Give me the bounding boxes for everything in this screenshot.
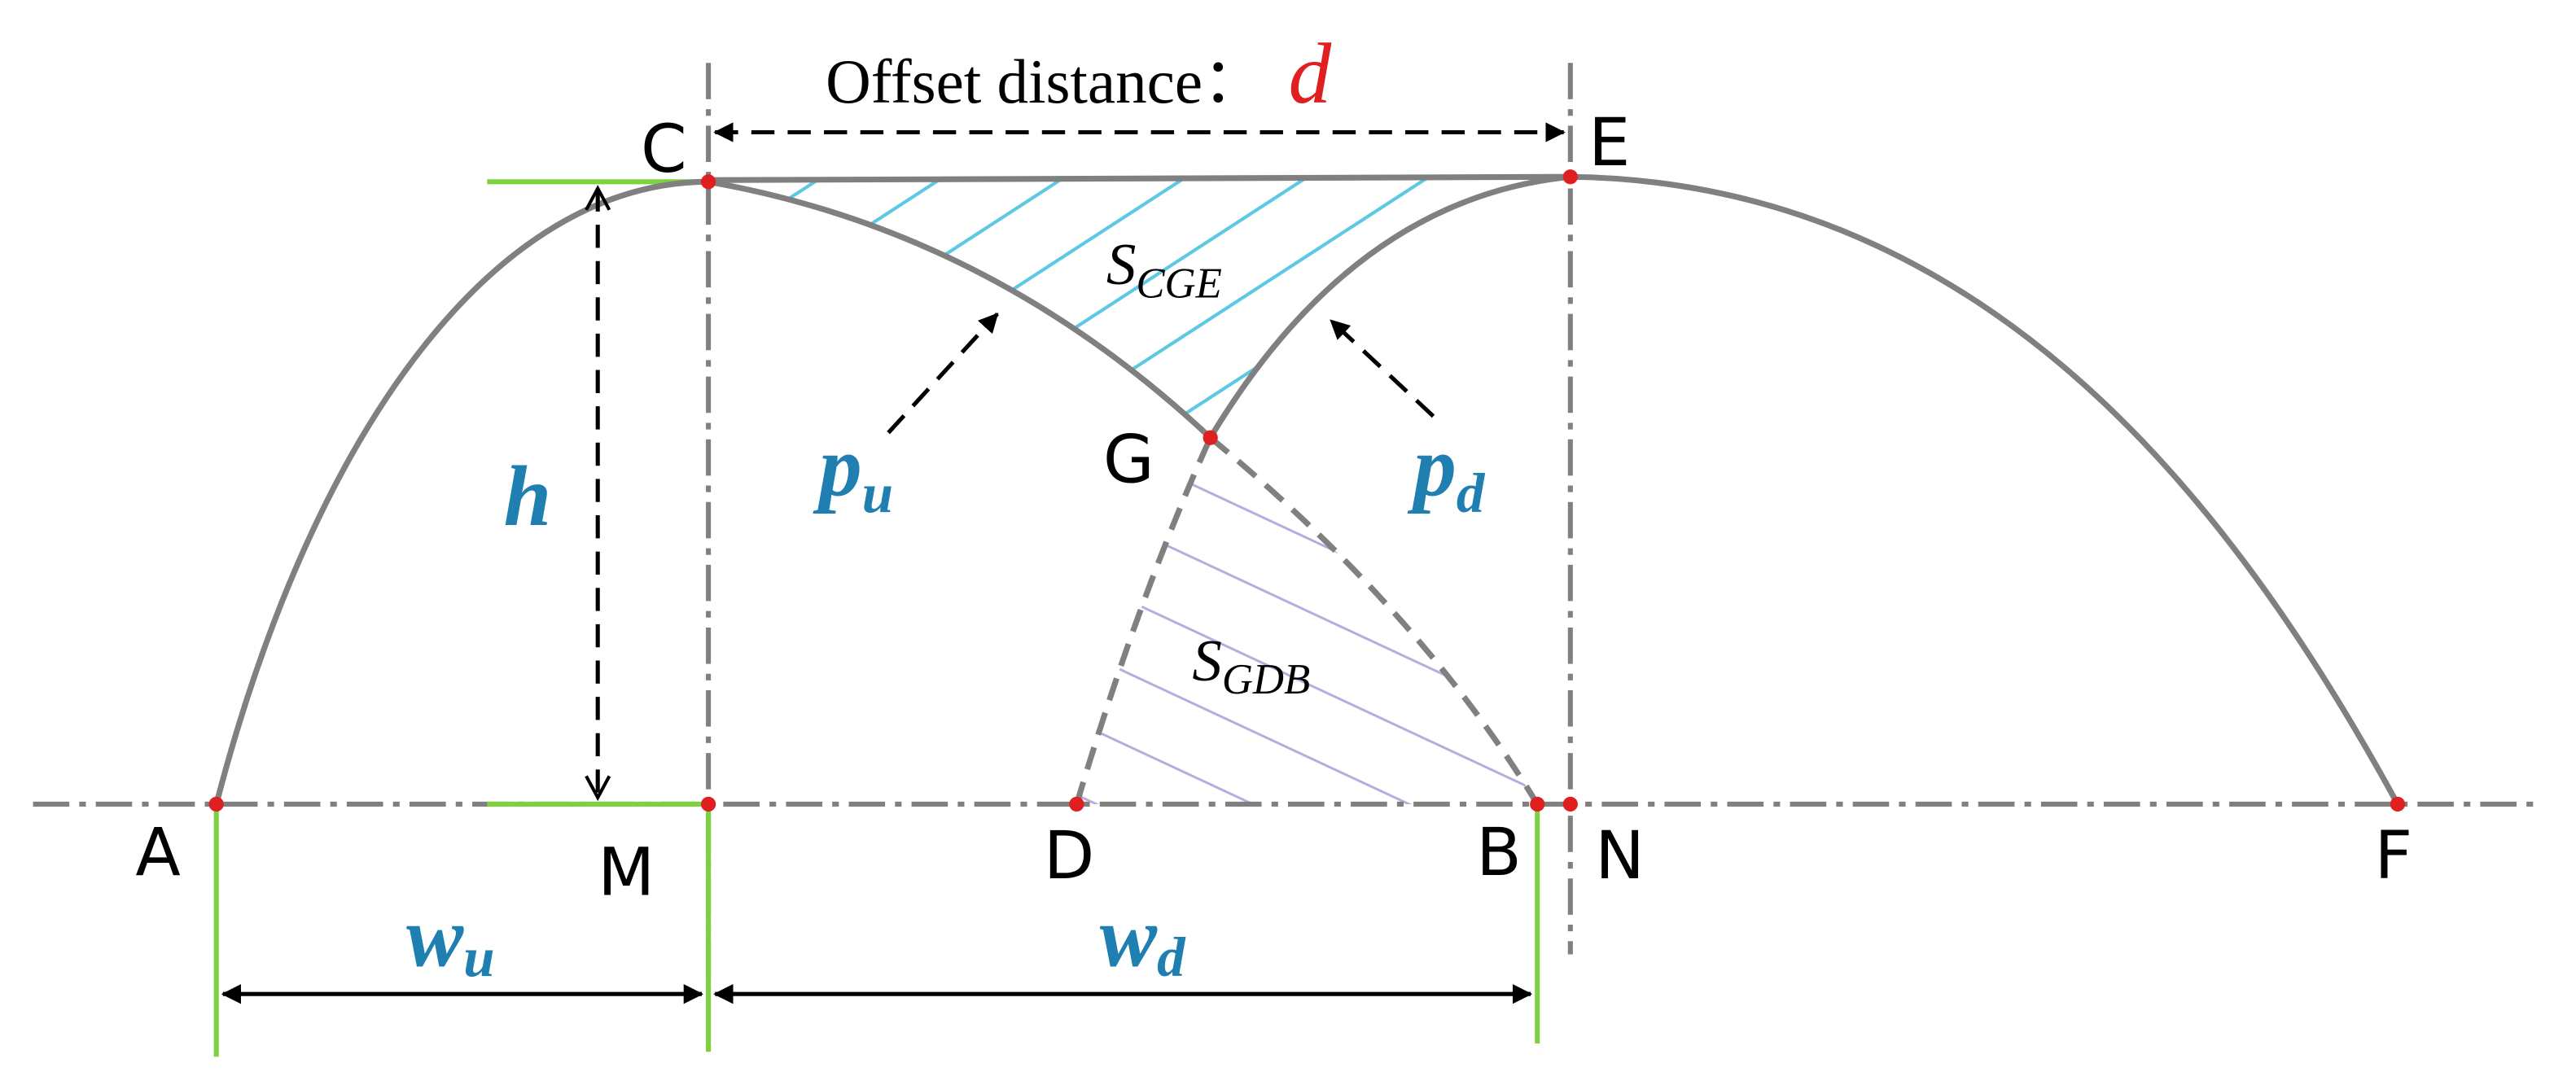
point-label: N — [1595, 818, 1645, 895]
point-label: M — [598, 835, 655, 912]
curve-label: pd — [1407, 419, 1486, 524]
width-label: wd — [1100, 890, 1186, 988]
label-main: w — [406, 890, 464, 985]
label-sub: d — [1457, 462, 1486, 524]
curve-label: pu — [813, 419, 893, 524]
height-label: h — [504, 448, 552, 544]
title-text: Offset distance： — [826, 46, 1265, 116]
point-label: F — [2375, 818, 2413, 895]
area-label: SGDB — [1192, 628, 1310, 703]
area-gdb — [1076, 437, 1538, 804]
right-curve — [1570, 173, 2401, 806]
title-variable: d — [1289, 26, 1332, 121]
label-main: S — [1106, 231, 1137, 297]
point-label: G — [1103, 422, 1154, 498]
point-label: C — [641, 112, 687, 188]
label-main: p — [813, 419, 862, 514]
width-label: wu — [406, 890, 495, 988]
dimension-arrows — [221, 122, 1566, 1004]
left-curve — [213, 178, 709, 805]
point-label: A — [135, 815, 181, 891]
area-cge — [708, 177, 1571, 438]
label-main: w — [1100, 890, 1158, 985]
label-main: S — [1192, 628, 1222, 693]
point-label: B — [1476, 815, 1522, 891]
area-label: SCGE — [1106, 231, 1222, 307]
curve-pu-dashed — [1208, 435, 1540, 806]
point-label: E — [1588, 105, 1630, 182]
curve-pd — [1207, 173, 1571, 440]
point-label: D — [1044, 818, 1094, 895]
label-sub: CGE — [1136, 260, 1221, 307]
points — [208, 169, 2406, 812]
label-sub: u — [463, 926, 494, 988]
label-main: p — [1407, 419, 1457, 514]
label-sub: GDB — [1222, 656, 1310, 703]
curve-pd-dashed — [1073, 436, 1213, 805]
title: Offset distance： d — [826, 26, 1331, 121]
curve-pu — [708, 178, 1213, 440]
label-sub: u — [862, 462, 893, 524]
top-line — [708, 173, 1571, 183]
label-sub: d — [1157, 926, 1186, 988]
